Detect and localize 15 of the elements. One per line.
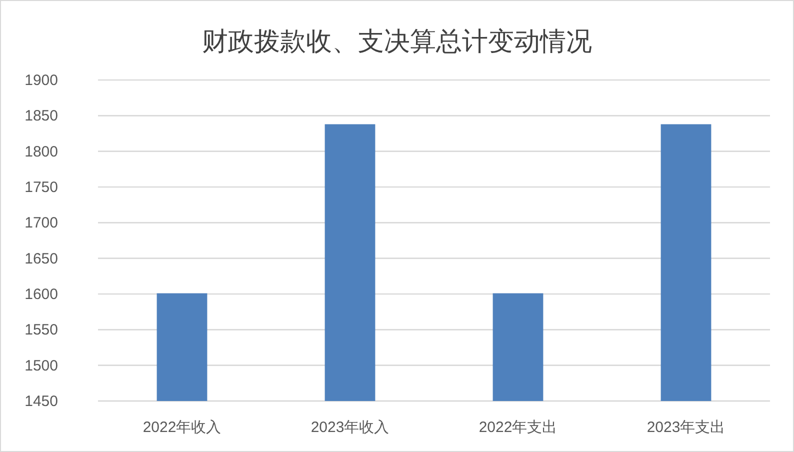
y-tick-label: 1450 bbox=[24, 393, 58, 410]
x-tick-label: 2022年收入 bbox=[142, 419, 222, 436]
y-tick-label: 1800 bbox=[24, 143, 58, 160]
y-tick-label: 1750 bbox=[24, 179, 58, 196]
y-tick-label: 1900 bbox=[24, 72, 58, 89]
y-tick-label: 1850 bbox=[24, 108, 58, 125]
chart-title: 财政拨款收、支决算总计变动情况 bbox=[202, 27, 592, 56]
y-tick-label: 1500 bbox=[24, 357, 58, 374]
y-tick-label: 1700 bbox=[24, 214, 58, 232]
y-tick-label: 1550 bbox=[24, 322, 58, 339]
x-tick-label: 2023年收入 bbox=[310, 419, 390, 436]
x-tick-label: 2023年支出 bbox=[646, 419, 726, 436]
y-tick-label: 1600 bbox=[24, 286, 58, 303]
x-tick-label: 2022年支出 bbox=[478, 419, 558, 436]
y-tick-label: 1650 bbox=[24, 250, 58, 268]
